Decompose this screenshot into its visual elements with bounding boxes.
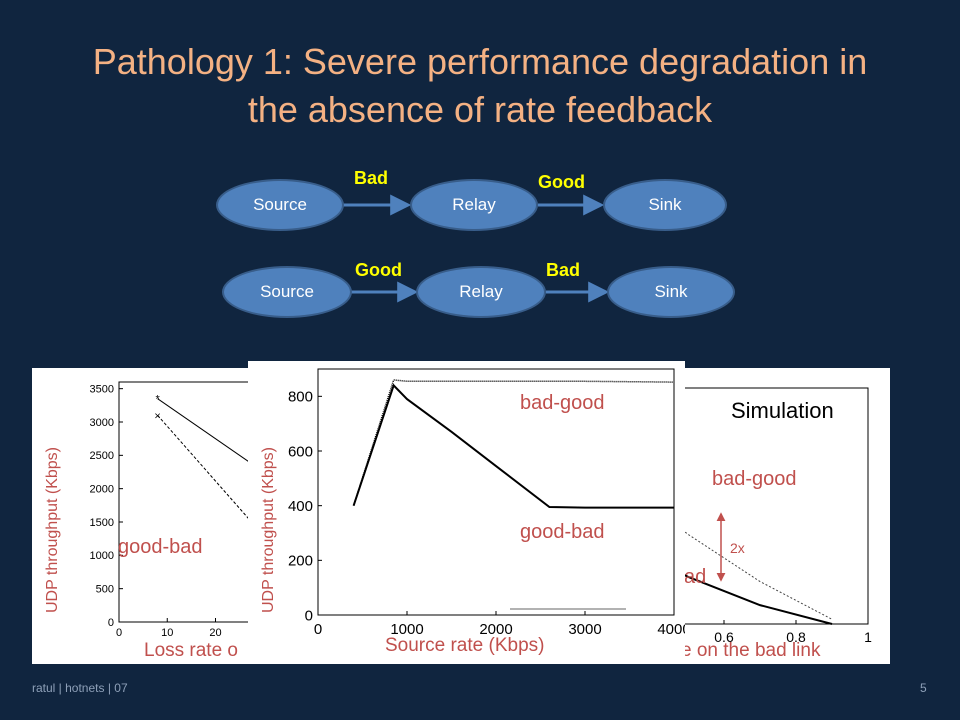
node-row1-sink: Sink [603,179,727,231]
center-chart-label-top: bad-good [520,392,605,414]
x-tick-label: 20 [209,627,221,639]
series-marker-bad-good: * [155,394,160,406]
slide-title: Pathology 1: Severe performance degradat… [0,38,960,134]
right-chart-series-bottom: ad [684,566,707,588]
plot-frame [317,368,675,616]
y-tick-label: 0 [305,607,313,624]
series-line-good-bad [157,415,264,537]
right-chart-series-top: bad-good [712,468,797,490]
y-tick-label: 500 [96,584,114,596]
x-tick-label: 0 [116,627,122,639]
node-row2-source: Source [222,266,352,318]
y-tick-label: 0 [108,617,114,629]
series-line-good-bad [352,383,674,509]
title-line-2: the absence of rate feedback [247,89,713,130]
page-number: 5 [920,681,927,695]
series-line-bad-good [352,379,675,506]
link-label-row1-2: Good [538,172,585,192]
left-chart-ylabel: UDP throughput (Kbps) [44,446,61,613]
x-tick-label: 2000 [479,621,512,638]
y-tick-label: 200 [288,553,313,570]
x-tick-label: 1000 [390,621,423,638]
link-label-row1-1: Bad [354,168,389,188]
y-tick-label: 3500 [90,384,114,396]
y-tick-label: 800 [288,389,313,406]
center-chart-ylabel: UDP throughput (Kbps) [260,446,277,613]
x-tick-label: 3000 [568,621,601,638]
plot-frame [118,381,264,623]
y-tick-label: 2000 [90,484,114,496]
gap-label: 2x [730,540,745,556]
link-label-row2-2: Bad [546,260,581,280]
center-chart-label-bottom: good-bad [520,521,605,543]
footer-left: ratul | hotnets | 07 [32,681,128,695]
y-tick-label: 600 [288,443,313,460]
y-tick-label: 3000 [90,417,114,429]
node-row2-relay: Relay [416,266,546,318]
x-tick-label: 0.6 [714,629,734,645]
center-chart-xlabel: Source rate (Kbps) [385,635,545,656]
series-marker-good-bad: × [154,410,160,422]
x-tick-label: 0 [314,621,322,638]
x-tick-label: 0.8 [786,629,806,645]
left-chart: 01020300500100015002000250030003500*× [90,381,264,639]
y-tick-label: 1500 [90,517,114,529]
title-line-1: Pathology 1: Severe performance degradat… [92,41,868,82]
left-chart-xlabel: Loss rate o [144,640,238,661]
left-chart-series-label: good-bad [118,536,203,558]
node-row1-relay: Relay [410,179,538,231]
left-chart-panel: 01020300500100015002000250030003500*× UD… [32,368,264,664]
link-label-row2-1: Good [355,260,402,280]
simulation-label: Simulation [731,398,834,423]
node-row2-sink: Sink [607,266,735,318]
y-tick-label: 400 [288,498,313,515]
y-tick-label: 1000 [90,550,114,562]
y-tick-label: 2500 [90,450,114,462]
node-row1-source: Source [216,179,344,231]
right-chart-xlabel: e on the bad link [681,640,821,661]
x-tick-label: 1 [864,629,872,645]
series-line-bad-good [157,398,264,473]
x-tick-label: 10 [161,627,173,639]
